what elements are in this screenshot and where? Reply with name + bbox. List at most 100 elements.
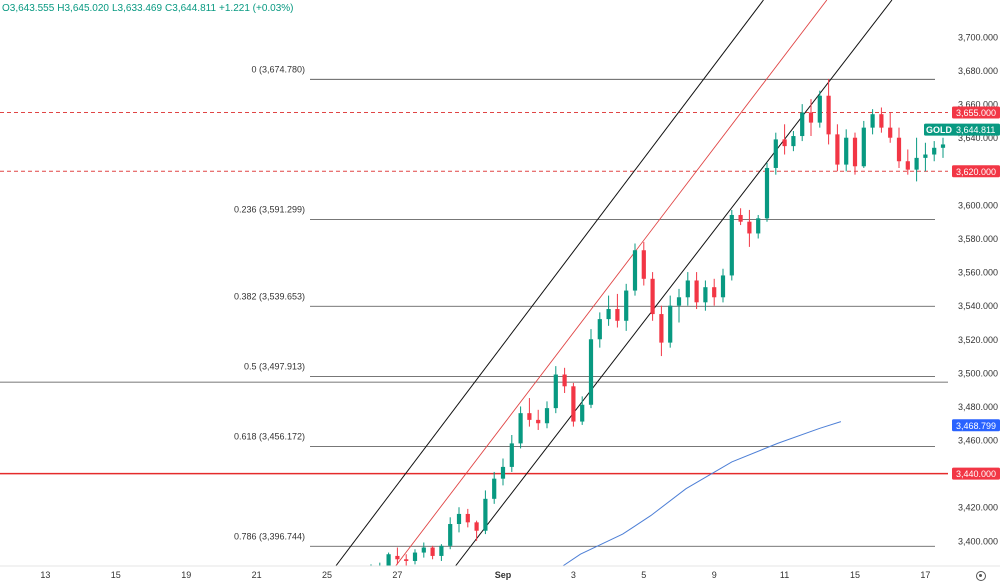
candle-body-30[interactable] — [624, 290, 629, 321]
candle-body-58[interactable] — [870, 114, 875, 128]
candle-body-18[interactable] — [518, 413, 523, 444]
close-value: C3,644.811 — [165, 3, 217, 14]
candle-body-37[interactable] — [685, 280, 690, 298]
level-badge-0-bg[interactable] — [952, 106, 1000, 119]
candle-body-4[interactable] — [395, 555, 400, 560]
candle-body-35[interactable] — [668, 305, 673, 343]
candle-body-49[interactable] — [791, 136, 796, 147]
channel-lower-line[interactable] — [455, 0, 893, 566]
price-tick-label-6: 3,520.000 — [958, 335, 998, 345]
candle-body-7[interactable] — [421, 547, 426, 553]
time-axis[interactable]: 13 15 19 21 25 27 Sep 3 5 9 11 15 17 — [0, 565, 1000, 580]
candle-body-57[interactable] — [861, 127, 866, 167]
candle-body-25[interactable] — [580, 404, 585, 422]
candle-body-27[interactable] — [597, 319, 602, 340]
candle-body-39[interactable] — [703, 287, 708, 303]
candle-body-20[interactable] — [536, 419, 541, 424]
candle-body-24[interactable] — [571, 386, 576, 422]
time-tick-label-8: 5 — [641, 570, 646, 580]
level-badge-1-bg[interactable] — [952, 165, 1000, 178]
candle-body-55[interactable] — [844, 137, 849, 165]
candle-body-63[interactable] — [914, 157, 919, 170]
fib-level-label-5: 0.786 (3,396.744) — [234, 531, 305, 541]
candle-body-42[interactable] — [729, 214, 734, 276]
moving-average-line[interactable] — [562, 421, 842, 566]
candle-body-13[interactable] — [474, 522, 479, 531]
candle-body-59[interactable] — [879, 114, 884, 128]
candle-body-34[interactable] — [659, 314, 664, 343]
candle-body-26[interactable] — [588, 339, 594, 405]
support-badge-bg[interactable] — [952, 467, 1000, 480]
candle-body-17[interactable] — [509, 443, 514, 467]
last-price-badge-label: 3,644.811 — [956, 125, 995, 135]
fib-level-label-3: 0.5 (3,497.913) — [244, 361, 305, 371]
candle-body-2[interactable] — [378, 566, 382, 569]
candle-body-61[interactable] — [896, 137, 902, 162]
candle-body-19[interactable] — [527, 413, 532, 420]
candle-body-9[interactable] — [439, 545, 444, 556]
candle-body-5[interactable] — [404, 559, 409, 561]
candle-body-33[interactable] — [650, 278, 655, 315]
price-tick-label-8: 3,560.000 — [958, 268, 998, 278]
candle-body-14[interactable] — [483, 498, 488, 531]
candle-body-22[interactable] — [553, 374, 558, 409]
fib-level-label-0: 0 (3,674.780) — [251, 64, 305, 74]
candle-body-43[interactable] — [738, 214, 743, 222]
candle-body-41[interactable] — [720, 275, 726, 298]
candle-body-50[interactable] — [800, 112, 805, 137]
time-tick-label-5: 27 — [392, 570, 402, 580]
candle-body-62[interactable] — [905, 161, 910, 170]
candle-body-6[interactable] — [412, 552, 418, 561]
candle-body-16[interactable] — [500, 466, 506, 479]
candle-body-54[interactable] — [835, 134, 840, 165]
ohlc-readout: O3,643.555 H3,645.020 L3,633.469 C3,644.811… — [2, 3, 297, 14]
candle-body-36[interactable] — [676, 297, 682, 306]
candle-body-46[interactable] — [764, 167, 770, 219]
channel-middle-line[interactable] — [395, 0, 828, 566]
time-tick-label-9: 9 — [712, 570, 717, 580]
candle-body-51[interactable] — [808, 112, 814, 123]
candle-body-65[interactable] — [932, 147, 937, 155]
candle-body-40[interactable] — [712, 287, 717, 298]
candle-body-52[interactable] — [817, 95, 822, 123]
candle-body-64[interactable] — [923, 154, 928, 158]
candle-body-45[interactable] — [756, 218, 761, 234]
fib-level-label-4: 0.618 (3,456.172) — [234, 431, 305, 441]
candle-body-12[interactable] — [465, 513, 470, 523]
candle-body-60[interactable] — [888, 127, 893, 138]
candle-body-28[interactable] — [606, 309, 611, 320]
time-tick-label-4: 25 — [322, 570, 332, 580]
price-tick-label-15: 3,700.000 — [958, 32, 998, 42]
open-value: O3,643.555 — [2, 3, 55, 14]
candle-body-66[interactable] — [940, 144, 946, 148]
candle-body-31[interactable] — [632, 250, 638, 291]
candle-body-56[interactable] — [852, 137, 858, 167]
channel-upper-line[interactable] — [335, 0, 764, 566]
last-price-badge-symbol-bg[interactable] — [924, 123, 954, 136]
time-tick-label-12: 17 — [920, 570, 930, 580]
candle-body-53[interactable] — [826, 95, 831, 135]
candle-body-3[interactable] — [386, 554, 391, 566]
candle-body-32[interactable] — [641, 250, 646, 279]
candle-body-48[interactable] — [782, 139, 787, 147]
last-price-badge-bg[interactable] — [952, 123, 1000, 136]
candle-body-1[interactable] — [369, 568, 373, 573]
time-tick-label-1: 15 — [111, 570, 121, 580]
candle-body-44[interactable] — [747, 221, 752, 234]
candle-body-11[interactable] — [456, 513, 462, 525]
candle-body-38[interactable] — [694, 280, 699, 303]
candle-body-10[interactable] — [448, 524, 453, 546]
candle-body-0[interactable] — [360, 569, 364, 572]
ma-badge-bg[interactable] — [952, 419, 1000, 432]
candle-body-15[interactable] — [492, 478, 497, 499]
time-tick-label-7: 3 — [571, 570, 576, 580]
candle-body-8[interactable] — [430, 547, 435, 556]
candle-body-21[interactable] — [544, 408, 550, 424]
chart-settings-icon[interactable] — [976, 571, 986, 581]
candle-body-29[interactable] — [615, 309, 620, 321]
price-axis[interactable]: 3,400.000 3,420.000 3,440.000 3,460.000 3,48… — [924, 32, 1000, 546]
candle-body-23[interactable] — [562, 374, 567, 387]
candle-body-47[interactable] — [773, 139, 778, 168]
